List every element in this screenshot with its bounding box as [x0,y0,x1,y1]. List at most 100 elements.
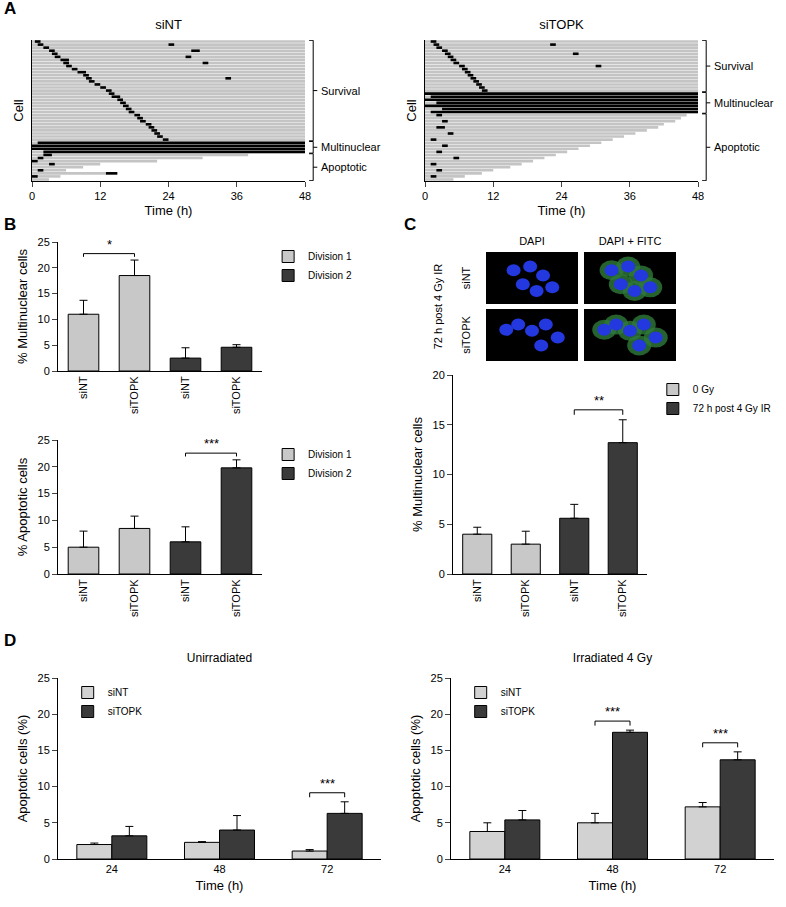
svg-text:10: 10 [433,468,445,480]
svg-text:15: 15 [433,419,445,431]
svg-text:20: 20 [433,369,445,381]
svg-text:siTOPK: siTOPK [108,706,143,717]
svg-text:Cell: Cell [11,99,26,122]
svg-text:20: 20 [38,262,50,274]
svg-text:Unirradiated: Unirradiated [187,651,252,665]
svg-text:0 Gy: 0 Gy [693,384,714,395]
svg-text:Division 2: Division 2 [308,270,352,281]
svg-text:25: 25 [431,672,443,684]
svg-text:12: 12 [94,190,106,202]
svg-text:DAPI: DAPI [519,235,545,247]
svg-text:24: 24 [162,190,174,202]
svg-text:Multinuclear: Multinuclear [321,141,381,153]
svg-text:5: 5 [44,339,50,351]
svg-text:***: *** [713,726,728,741]
svg-text:Survival: Survival [321,85,360,97]
svg-text:5: 5 [439,518,445,530]
svg-text:***: *** [605,704,620,719]
svg-text:15: 15 [38,487,50,499]
svg-text:72 h post 4 Gy IR: 72 h post 4 Gy IR [693,403,771,414]
svg-text:Apoptotic: Apoptotic [714,141,760,153]
svg-text:siTOPK: siTOPK [519,579,531,617]
svg-text:***: *** [204,436,219,451]
svg-text:0: 0 [439,568,445,580]
svg-text:20: 20 [431,708,443,720]
svg-text:siTOPK: siTOPK [616,579,628,617]
svg-text:24: 24 [499,863,511,875]
svg-text:20: 20 [38,708,50,720]
html-text:A: A [4,0,17,18]
svg-text:0: 0 [422,190,428,202]
svg-text:5: 5 [44,817,50,829]
svg-text:siTOPK: siTOPK [539,17,584,32]
svg-text:72: 72 [714,863,726,875]
svg-text:24: 24 [106,863,118,875]
svg-text:12: 12 [487,190,499,202]
svg-text:Apoptotic cells (%): Apoptotic cells (%) [15,715,30,823]
svg-text:Survival: Survival [714,60,753,72]
svg-text:*: * [107,237,112,252]
svg-text:Irradiated 4 Gy: Irradiated 4 Gy [573,651,652,665]
svg-text:48: 48 [606,863,618,875]
svg-text:72 h post 4 Gy IR: 72 h post 4 Gy IR [432,264,444,350]
svg-text:36: 36 [231,190,243,202]
svg-text:siNT: siNT [77,579,89,602]
svg-text:15: 15 [431,744,443,756]
svg-text:0: 0 [44,853,50,865]
svg-text:Division 2: Division 2 [308,468,352,479]
svg-text:5: 5 [44,541,50,553]
svg-text:Time (h): Time (h) [589,878,637,893]
svg-text:Time (h): Time (h) [538,203,586,218]
svg-text:Division 1: Division 1 [308,251,352,262]
svg-text:Apoptotic: Apoptotic [321,161,367,173]
svg-text:siNT: siNT [460,266,472,289]
svg-text:Multinuclear: Multinuclear [714,97,774,109]
svg-text:10: 10 [38,514,50,526]
svg-text:siNT: siNT [155,17,182,32]
svg-text:% Apoptotic cells: % Apoptotic cells [15,457,30,556]
svg-text:siTOPK: siTOPK [128,376,140,414]
svg-text:48: 48 [299,190,311,202]
svg-text:***: *** [320,776,335,791]
svg-text:10: 10 [38,780,50,792]
svg-text:0: 0 [29,190,35,202]
svg-text:15: 15 [38,287,50,299]
svg-text:DAPI + FITC: DAPI + FITC [599,235,662,247]
svg-text:0: 0 [437,853,443,865]
svg-text:siNT: siNT [108,687,129,698]
svg-text:Apoptotic cells (%): Apoptotic cells (%) [408,715,423,823]
svg-text:siNT: siNT [77,376,89,399]
svg-text:20: 20 [38,461,50,473]
svg-text:10: 10 [38,313,50,325]
svg-text:25: 25 [38,672,50,684]
svg-text:siNT: siNT [179,579,191,602]
svg-text:siTOPK: siTOPK [128,579,140,617]
svg-text:siNT: siNT [568,579,580,602]
svg-text:siTOPK: siTOPK [230,579,242,617]
svg-text:**: ** [594,393,604,408]
svg-text:36: 36 [624,190,636,202]
svg-text:Division 1: Division 1 [308,449,352,460]
svg-text:siNT: siNT [471,579,483,602]
svg-text:25: 25 [38,434,50,446]
svg-text:% Multinuclear cells: % Multinuclear cells [15,249,30,364]
svg-text:Time (h): Time (h) [196,878,244,893]
svg-text:24: 24 [555,190,567,202]
svg-text:Time (h): Time (h) [145,203,193,218]
svg-text:15: 15 [38,744,50,756]
svg-text:siTOPK: siTOPK [501,706,536,717]
svg-text:72: 72 [321,863,333,875]
svg-text:0: 0 [44,365,50,377]
svg-text:siNT: siNT [501,687,522,698]
svg-text:siTOPK: siTOPK [460,315,472,353]
svg-text:siTOPK: siTOPK [230,376,242,414]
svg-text:10: 10 [431,780,443,792]
svg-text:Cell: Cell [404,99,419,122]
svg-text:48: 48 [692,190,704,202]
svg-text:% Multinuclear cells: % Multinuclear cells [410,417,425,532]
svg-text:siNT: siNT [179,376,191,399]
svg-text:48: 48 [213,863,225,875]
svg-text:25: 25 [38,236,50,248]
svg-text:5: 5 [437,817,443,829]
svg-text:0: 0 [44,568,50,580]
